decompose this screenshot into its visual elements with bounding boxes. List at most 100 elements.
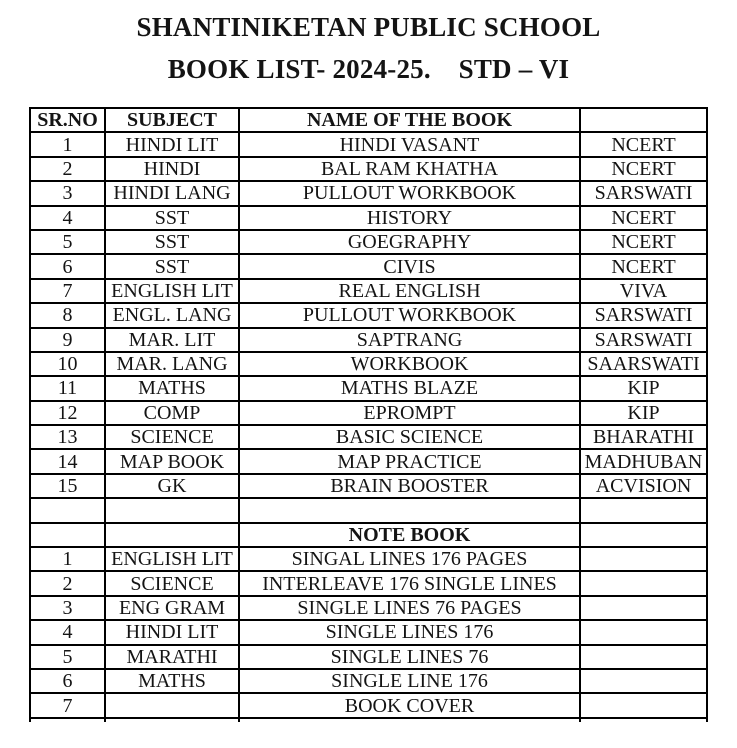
publisher-cell: KIP (579, 375, 708, 402)
publisher-cell (579, 570, 708, 597)
book-name-cell: BASIC SCIENCE (238, 424, 581, 451)
publisher-cell (579, 619, 708, 646)
col-header-srno: SR.NO (29, 106, 106, 134)
subject-cell (104, 692, 240, 719)
book-row: 11 MATHS MATHS BLAZE KIP (29, 375, 708, 402)
subject-cell: MAR. LANG (104, 350, 240, 378)
book-row: 4 SST HISTORY NCERT (29, 204, 708, 231)
sr-cell: 3 (29, 180, 106, 207)
subject-cell: SCIENCE (104, 424, 240, 451)
sr-cell: 1 (29, 131, 106, 158)
publisher-cell (579, 643, 708, 671)
publisher-cell: SARSWATI (579, 302, 708, 329)
subject-cell: ENG GRAM (104, 594, 240, 622)
subject-cell: MAP BOOK (104, 448, 240, 475)
subject-cell: MATHS (104, 375, 240, 402)
subject-cell (104, 521, 240, 549)
book-name-cell (238, 497, 581, 524)
book-name-cell: SINGLE LINES 176 (238, 619, 581, 646)
book-name-cell: SINGLE LINES 76 PAGES (238, 594, 581, 622)
sr-cell: 11 (29, 375, 106, 402)
sr-cell: 2 (29, 570, 106, 597)
book-row: 7 ENGLISH LIT REAL ENGLISH VIVA (29, 277, 708, 305)
publisher-cell (579, 521, 708, 549)
sr-cell: 10 (29, 350, 106, 378)
publisher-cell: MADHUBAN (579, 448, 708, 475)
book-name-cell: REAL ENGLISH (238, 277, 581, 305)
sr-cell: 7 (29, 277, 106, 305)
sr-cell: 15 (29, 472, 106, 500)
publisher-cell: NCERT (579, 204, 708, 231)
sr-cell (29, 497, 106, 524)
publisher-cell: SARSWATI (579, 326, 708, 353)
book-list-subtitle: BOOK LIST- 2024-25. STD – VI (167, 54, 570, 84)
book-row: 9 MAR. LIT SAPTRANG SARSWATI (29, 326, 708, 353)
book-name-cell: BAL RAM KHATHA (238, 155, 581, 183)
book-row: 1 HINDI LIT HINDI VASANT NCERT (29, 131, 708, 158)
book-row: 12 COMP EPROMPT KIP (29, 399, 708, 427)
publisher-cell (579, 716, 708, 722)
subject-cell: ENGLISH LIT (104, 277, 240, 305)
book-name-cell: CIVIS (238, 253, 581, 280)
publisher-cell: SAARSWATI (579, 350, 708, 378)
subject-cell: ENGL. LANG (104, 302, 240, 329)
col-header-publisher (579, 106, 708, 134)
publisher-cell: BHARATHI (579, 424, 708, 451)
book-row: 5 SST GOEGRAPHY NCERT (29, 228, 708, 256)
sr-cell: 5 (29, 643, 106, 671)
sr-cell: 12 (29, 399, 106, 427)
sr-cell (29, 716, 106, 722)
sr-cell: 3 (29, 594, 106, 622)
subject-cell: SST (104, 228, 240, 256)
subject-cell: MAR. LIT (104, 326, 240, 353)
header-row: SR.NO SUBJECT NAME OF THE BOOK (29, 106, 708, 134)
book-row: 8 ENGL. LANG PULLOUT WORKBOOK SARSWATI (29, 302, 708, 329)
note-book-section-title: NOTE BOOK (238, 521, 581, 549)
book-name-cell: PULLOUT WORKBOOK (238, 180, 581, 207)
subject-cell: SST (104, 253, 240, 280)
sr-cell: 5 (29, 228, 106, 256)
notebook-row: 5 MARATHI SINGLE LINES 76 (29, 643, 708, 671)
publisher-cell: NCERT (579, 253, 708, 280)
subject-cell: HINDI LANG (104, 180, 240, 207)
notebook-row: 6 MATHS SINGLE LINE 176 (29, 667, 708, 695)
book-row: 3 HINDI LANG PULLOUT WORKBOOK SARSWATI (29, 180, 708, 207)
subject-cell: COMP (104, 399, 240, 427)
subject-cell: HINDI LIT (104, 131, 240, 158)
subject-cell: ENGLISH LIT (104, 546, 240, 573)
book-row: 2 HINDI BAL RAM KHATHA NCERT (29, 155, 708, 183)
notebook-row: 2 SCIENCE INTERLEAVE 176 SINGLE LINES (29, 570, 708, 597)
book-row: 15 GK BRAIN BOOSTER ACVISION (29, 472, 708, 500)
notebook-row: 1 ENGLISH LIT SINGAL LINES 176 PAGES (29, 546, 708, 573)
sr-cell: 7 (29, 692, 106, 719)
col-header-book-name: NAME OF THE BOOK (238, 106, 581, 134)
book-name-cell: PULLOUT WORKBOOK (238, 302, 581, 329)
sr-cell: 6 (29, 667, 106, 695)
publisher-cell (579, 594, 708, 622)
publisher-cell (579, 667, 708, 695)
book-name-cell: BOOK COVER (238, 692, 581, 719)
subject-cell (104, 497, 240, 524)
publisher-cell: NCERT (579, 155, 708, 183)
notebook-row: 7 BOOK COVER (29, 692, 708, 719)
book-name-cell: BRAIN BOOSTER (238, 472, 581, 500)
book-name-cell: HINDI VASANT (238, 131, 581, 158)
book-row: 14 MAP BOOK MAP PRACTICE MADHUBAN (29, 448, 708, 475)
note-book-section-row: NOTE BOOK (29, 521, 708, 549)
sr-cell: 9 (29, 326, 106, 353)
book-name-cell: SINGLE LINES 76 (238, 643, 581, 671)
notebook-row: 4 HINDI LIT SINGLE LINES 176 (29, 619, 708, 646)
book-row: 6 SST CIVIS NCERT (29, 253, 708, 280)
subject-cell: HINDI (104, 155, 240, 183)
subject-cell: GK (104, 472, 240, 500)
subject-cell: SST (104, 204, 240, 231)
subject-cell: MARATHI (104, 643, 240, 671)
book-name-cell: SINGAL LINES 176 PAGES (238, 546, 581, 573)
publisher-cell (579, 497, 708, 524)
sr-cell (29, 521, 106, 549)
empty-spacer-row (29, 497, 708, 524)
sr-cell: 14 (29, 448, 106, 475)
book-name-cell: HISTORY (238, 204, 581, 231)
book-name-cell: SAPTRANG (238, 326, 581, 353)
